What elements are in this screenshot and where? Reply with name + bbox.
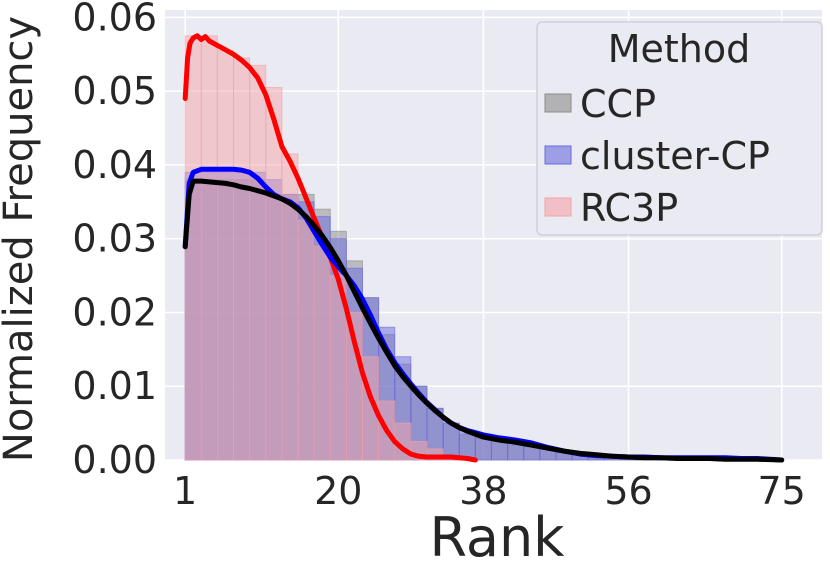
x-tick-label-3: 56 bbox=[604, 469, 652, 513]
hist-bar-rc3p-2 bbox=[216, 50, 235, 461]
y-tick-label-0: 0.00 bbox=[72, 438, 157, 482]
hist-bar-rc3p-3 bbox=[233, 57, 251, 461]
x-tick-label-1: 20 bbox=[314, 469, 362, 513]
hist-bar-rc3p-7 bbox=[297, 219, 315, 461]
legend: Method CCP cluster-CP RC3P bbox=[536, 21, 823, 236]
y-axis-title: Normalized Frequency bbox=[0, 16, 42, 462]
x-axis: 1 20 38 56 75 bbox=[173, 469, 806, 513]
y-tick-label-5: 0.05 bbox=[72, 69, 157, 113]
kde-line-rc3p bbox=[182, 33, 478, 463]
hist-bar-rc3p-1 bbox=[200, 35, 218, 461]
hist-bar-rc3p-8 bbox=[313, 245, 331, 461]
legend-swatch-ccp bbox=[544, 93, 572, 113]
legend-swatch-rc3p bbox=[544, 197, 572, 217]
y-tick-label-4: 0.04 bbox=[72, 143, 157, 187]
legend-label-rc3p: RC3P bbox=[580, 186, 678, 230]
kde-line-ccp bbox=[182, 178, 785, 463]
x-tick-label-2: 38 bbox=[459, 469, 507, 513]
hist-bar-rc3p-15 bbox=[426, 448, 444, 461]
y-tick-label-3: 0.03 bbox=[72, 217, 157, 261]
y-tick-label-6: 0.06 bbox=[72, 0, 157, 39]
y-tick-label-1: 0.01 bbox=[72, 364, 157, 408]
legend-label-cluster-cp: cluster-CP bbox=[580, 134, 770, 178]
hist-bar-rc3p-4 bbox=[249, 64, 267, 461]
legend-swatch-cluster-cp bbox=[544, 145, 572, 165]
hist-bar-rc3p-0 bbox=[184, 35, 202, 461]
x-tick-label-0: 1 bbox=[173, 469, 197, 513]
legend-label-ccp: CCP bbox=[580, 82, 656, 126]
x-tick-label-4: 75 bbox=[758, 469, 806, 513]
legend-title: Method bbox=[608, 27, 751, 71]
y-axis: 0.00 0.01 0.02 0.03 0.04 0.05 0.06 bbox=[72, 0, 157, 482]
x-axis-title: Rank bbox=[430, 506, 566, 563]
legend-frame bbox=[536, 21, 823, 236]
kde-lines bbox=[182, 33, 785, 463]
y-tick-label-2: 0.02 bbox=[72, 290, 157, 334]
